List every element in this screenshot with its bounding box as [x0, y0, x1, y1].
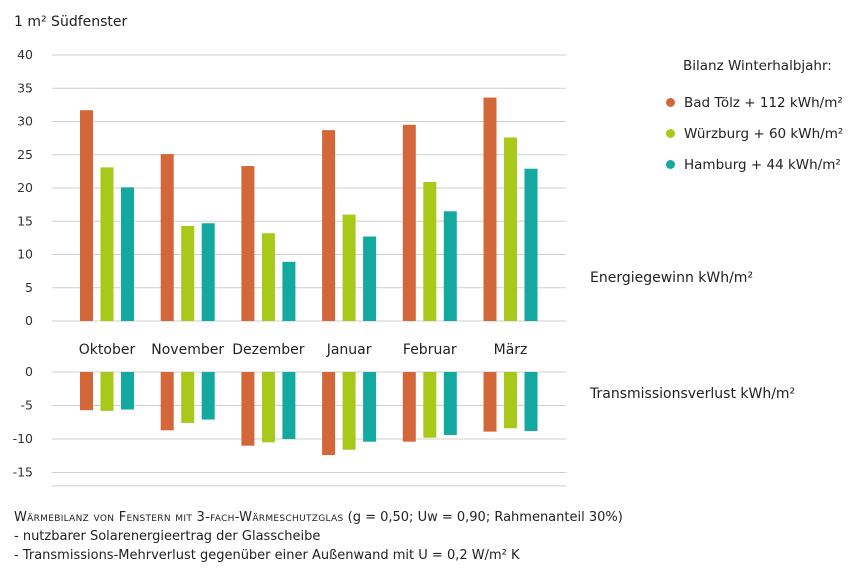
loss-bar-märz-0	[483, 372, 497, 432]
loss-tick-label: 0	[25, 364, 33, 379]
loss-bar-märz-1	[504, 372, 517, 429]
loss-bar-oktober-0	[80, 372, 93, 411]
gain-tick-label: 15	[17, 213, 33, 228]
gain-bar-november-0	[160, 154, 174, 321]
gain-axis-label: Energiegewinn kWh/m²	[590, 270, 754, 286]
gain-tick-label: 20	[17, 180, 33, 195]
gain-bar-januar-0	[322, 130, 336, 321]
legend-dot-icon	[666, 98, 675, 107]
caption-title: Wärmebilanz von Fenstern mit 3-fach-Wärm…	[14, 510, 344, 525]
loss-bar-februar-1	[423, 372, 437, 438]
loss-bar-november-2	[201, 372, 215, 420]
legend-dot-icon	[666, 160, 675, 169]
loss-bar-februar-0	[402, 372, 416, 442]
loss-tick-label: -15	[13, 465, 33, 480]
category-label: März	[494, 342, 528, 358]
gain-tick-label: 25	[17, 147, 33, 162]
gain-tick-label: 5	[25, 280, 33, 295]
loss-bar-oktober-1	[100, 372, 114, 411]
gain-tick-label: 0	[25, 313, 33, 328]
loss-bar-dezember-0	[241, 372, 255, 446]
loss-axis-label: Transmissionsverlust kWh/m²	[590, 386, 796, 402]
loss-bar-november-0	[160, 372, 174, 431]
gain-tick-label: 40	[17, 47, 33, 62]
loss-bar-dezember-2	[282, 372, 296, 439]
loss-tick-label: -5	[21, 398, 33, 413]
gain-bar-januar-2	[363, 236, 377, 321]
category-label: Oktober	[79, 342, 136, 358]
gain-bar-dezember-1	[261, 233, 275, 321]
caption-line-2: - Transmissions-Mehrverlust gegenüber ei…	[14, 548, 520, 563]
gain-tick-label: 10	[17, 247, 33, 262]
legend-title: Bilanz Winterhalbjahr:	[683, 58, 832, 74]
gain-bar-februar-2	[443, 211, 457, 321]
gain-bar-märz-0	[483, 97, 497, 321]
gain-bar-oktober-2	[121, 187, 134, 321]
gain-bar-dezember-0	[241, 166, 255, 321]
category-label: Januar	[326, 342, 372, 358]
gain-bar-oktober-0	[80, 110, 93, 321]
gain-tick-label: 30	[17, 114, 33, 129]
gain-bar-märz-2	[524, 168, 538, 321]
gain-bar-november-2	[201, 223, 215, 321]
legend-dot-icon	[666, 129, 675, 138]
gain-bar-märz-1	[504, 137, 517, 321]
legend-item-hamburg: Hamburg + 44 kWh/m²	[666, 149, 843, 180]
loss-bar-januar-0	[322, 372, 336, 456]
category-label: November	[151, 342, 224, 358]
legend: Bilanz Winterhalbjahr: Bad Tölz + 112 kW…	[666, 58, 843, 180]
legend-item-wuerzburg: Würzburg + 60 kWh/m²	[666, 118, 843, 149]
loss-bar-oktober-2	[121, 372, 134, 410]
gain-bar-oktober-1	[100, 167, 114, 321]
unit-title: 1 m² Südfenster	[14, 14, 128, 30]
caption: Wärmebilanz von Fenstern mit 3-fach-Wärm…	[14, 508, 623, 565]
loss-bar-januar-1	[342, 372, 356, 450]
loss-bar-februar-2	[443, 372, 457, 435]
legend-item-bad-toelz: Bad Tölz + 112 kWh/m²	[666, 87, 843, 118]
loss-tick-label: -10	[13, 431, 33, 446]
caption-params: (g = 0,50; Uw = 0,90; Rahmenanteil 30%)	[347, 510, 623, 525]
loss-bar-märz-2	[524, 372, 538, 431]
legend-label: Bad Tölz + 112 kWh/m²	[684, 94, 843, 111]
category-label: Februar	[403, 342, 457, 358]
loss-bar-november-1	[181, 372, 195, 423]
legend-label: Würzburg + 60 kWh/m²	[684, 125, 844, 142]
legend-label: Hamburg + 44 kWh/m²	[684, 156, 841, 173]
gain-bar-dezember-2	[282, 261, 296, 321]
caption-line-1: - nutzbarer Solarenergieertrag der Glass…	[14, 529, 321, 544]
chart-canvas: 0 5 10 15 20 25 30 35 40 0 -5 -10 -15 Oktober November…	[13, 47, 566, 487]
loss-bar-dezember-1	[261, 372, 275, 443]
category-label: Dezember	[232, 342, 304, 358]
gain-bar-januar-1	[342, 214, 356, 321]
gain-bar-november-1	[181, 225, 195, 321]
gain-tick-label: 35	[17, 80, 33, 95]
gain-bar-februar-0	[402, 124, 416, 321]
gain-bar-februar-1	[423, 182, 437, 321]
loss-bar-januar-2	[363, 372, 377, 442]
